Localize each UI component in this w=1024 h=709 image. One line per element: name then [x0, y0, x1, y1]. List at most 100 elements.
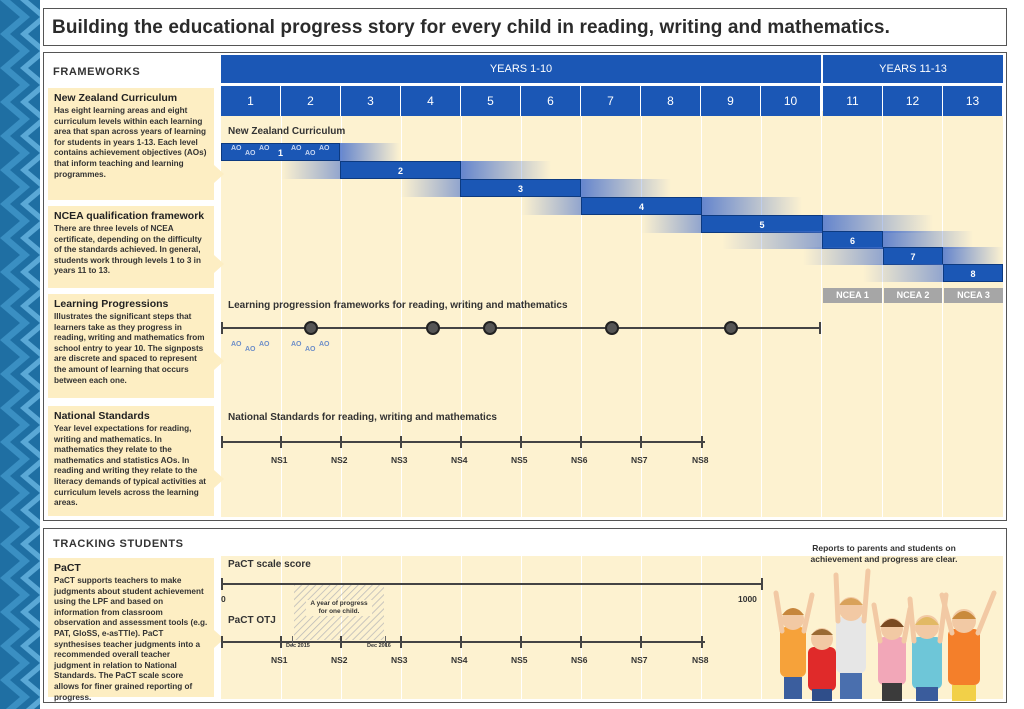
level-5-fade	[823, 215, 933, 233]
lp-desc-text: Illustrates the significant steps that l…	[54, 312, 205, 385]
ncea-arrow	[214, 255, 224, 273]
level-1-label: 1	[277, 148, 283, 158]
level-7-fade-left	[803, 247, 883, 265]
year-cell-7: 7	[581, 86, 641, 116]
level-2-fade	[461, 161, 551, 179]
curriculum-level-2: 2	[340, 161, 461, 179]
curriculum-level-3: 3	[460, 179, 581, 197]
ns-label-6: NS6	[571, 455, 588, 465]
pact-scale-title: PaCT scale score	[228, 559, 311, 570]
ao-label: AO	[245, 346, 256, 353]
ns-tick	[400, 436, 402, 448]
ns-tick	[701, 436, 703, 448]
ns-label-7: NS7	[631, 455, 648, 465]
ncea-level-1: NCEA 1	[823, 288, 882, 303]
level-4-fade-left	[521, 197, 581, 215]
scale-min-label: 0	[221, 594, 226, 604]
ao-label: AO	[305, 346, 316, 353]
pact-desc-title: PaCT	[54, 562, 81, 574]
otj-ns-label-7: NS7	[631, 655, 648, 665]
level-3-fade	[581, 179, 671, 197]
ao-label: AO	[245, 150, 256, 157]
lp-arrow	[214, 352, 224, 370]
lp-signpost-1	[304, 321, 318, 335]
nzc-arrow	[214, 165, 224, 183]
ns-tick	[640, 436, 642, 448]
curriculum-level-4: 4	[581, 197, 702, 215]
level-8-fade-left	[863, 264, 943, 282]
children-illustration	[773, 568, 997, 701]
level-5-fade-left	[641, 215, 701, 233]
level-4-fade	[702, 197, 802, 215]
page-title: Building the educational progress story …	[52, 17, 890, 38]
ao-label: AO	[291, 145, 302, 152]
ns-tick	[580, 436, 582, 448]
year-cell-10: 10	[761, 86, 821, 116]
otj-tick	[280, 636, 282, 648]
otj-tick	[221, 636, 223, 648]
otj-ns-label-5: NS5	[511, 655, 528, 665]
pact-otj-title: PaCT OTJ	[228, 615, 276, 626]
level-2-fade-left	[281, 161, 341, 179]
otj-tick	[701, 636, 703, 648]
otj-line	[221, 641, 705, 643]
ncea-desc-title: NCEA qualification framework	[54, 210, 205, 222]
year-cell-8: 8	[641, 86, 701, 116]
tracking-label: TRACKING STUDENTS	[53, 538, 184, 550]
nzc-desc-text: Has eight learning areas and eight curri…	[54, 106, 207, 179]
ncea-level-3: NCEA 3	[944, 288, 1003, 303]
otj-tick	[400, 636, 402, 648]
lp-start-tick	[221, 322, 223, 334]
ao-label: AO	[231, 145, 242, 152]
lp-signpost-3	[483, 321, 497, 335]
scale-end-tick	[761, 578, 763, 590]
reports-text: Reports to parents and students on achie…	[810, 543, 958, 564]
pact-arrow	[214, 630, 224, 648]
header-years-11-13: YEARS 11-13	[823, 55, 1003, 83]
otj-tick	[640, 636, 642, 648]
ns-title: National Standards for reading, writing …	[228, 412, 497, 423]
year-cell-3: 3	[341, 86, 401, 116]
scale-start-tick	[221, 578, 223, 590]
year-progress-label: A year of progress for one child.	[306, 600, 372, 616]
lp-desc-title: Learning Progressions	[54, 298, 169, 310]
date-end-label: Dec 2016	[367, 643, 391, 649]
lp-signpost-2	[426, 321, 440, 335]
ns-line	[221, 441, 705, 443]
level-6-fade	[883, 231, 973, 249]
lp-title: Learning progression frameworks for read…	[228, 300, 568, 311]
curriculum-level-7: 7	[883, 247, 943, 265]
decorative-stripe	[0, 0, 40, 709]
ns-label-2: NS2	[331, 455, 348, 465]
otj-ns-label-1: NS1	[271, 655, 288, 665]
level-7-fade	[943, 247, 1003, 265]
ns-arrow	[214, 470, 224, 488]
otj-ns-label-6: NS6	[571, 655, 588, 665]
pact-scale-line	[221, 583, 763, 585]
ns-desc-title: National Standards	[54, 410, 150, 422]
lp-signpost-5	[724, 321, 738, 335]
nzc-title: New Zealand Curriculum	[228, 126, 346, 137]
otj-ns-label-4: NS4	[451, 655, 468, 665]
ao-label: AO	[259, 341, 270, 348]
otj-tick	[580, 636, 582, 648]
ns-tick	[221, 436, 223, 448]
year-cell-9: 9	[701, 86, 761, 116]
pact-desc-text: PaCT supports teachers to make judgments…	[54, 576, 208, 702]
ao-label: AO	[305, 150, 316, 157]
otj-tick	[340, 636, 342, 648]
otj-ns-label-2: NS2	[331, 655, 348, 665]
ao-label: AO	[259, 145, 270, 152]
ns-label-3: NS3	[391, 455, 408, 465]
ns-tick	[520, 436, 522, 448]
level-6-fade-left	[722, 231, 822, 249]
ncea-desc-text: There are three levels of NCEA certifica…	[54, 224, 202, 276]
scale-max-label: 1000	[738, 594, 757, 604]
nzc-desc-title: New Zealand Curriculum	[54, 92, 178, 104]
pact-description: PaCT PaCT supports teachers to make judg…	[48, 558, 214, 702]
year-cell-6: 6	[521, 86, 581, 116]
date-start-label: Dec 2015	[286, 643, 310, 649]
ns-tick	[280, 436, 282, 448]
year-cell-11: 11	[823, 86, 883, 116]
header-years-1-10: YEARS 1-10	[221, 55, 821, 83]
